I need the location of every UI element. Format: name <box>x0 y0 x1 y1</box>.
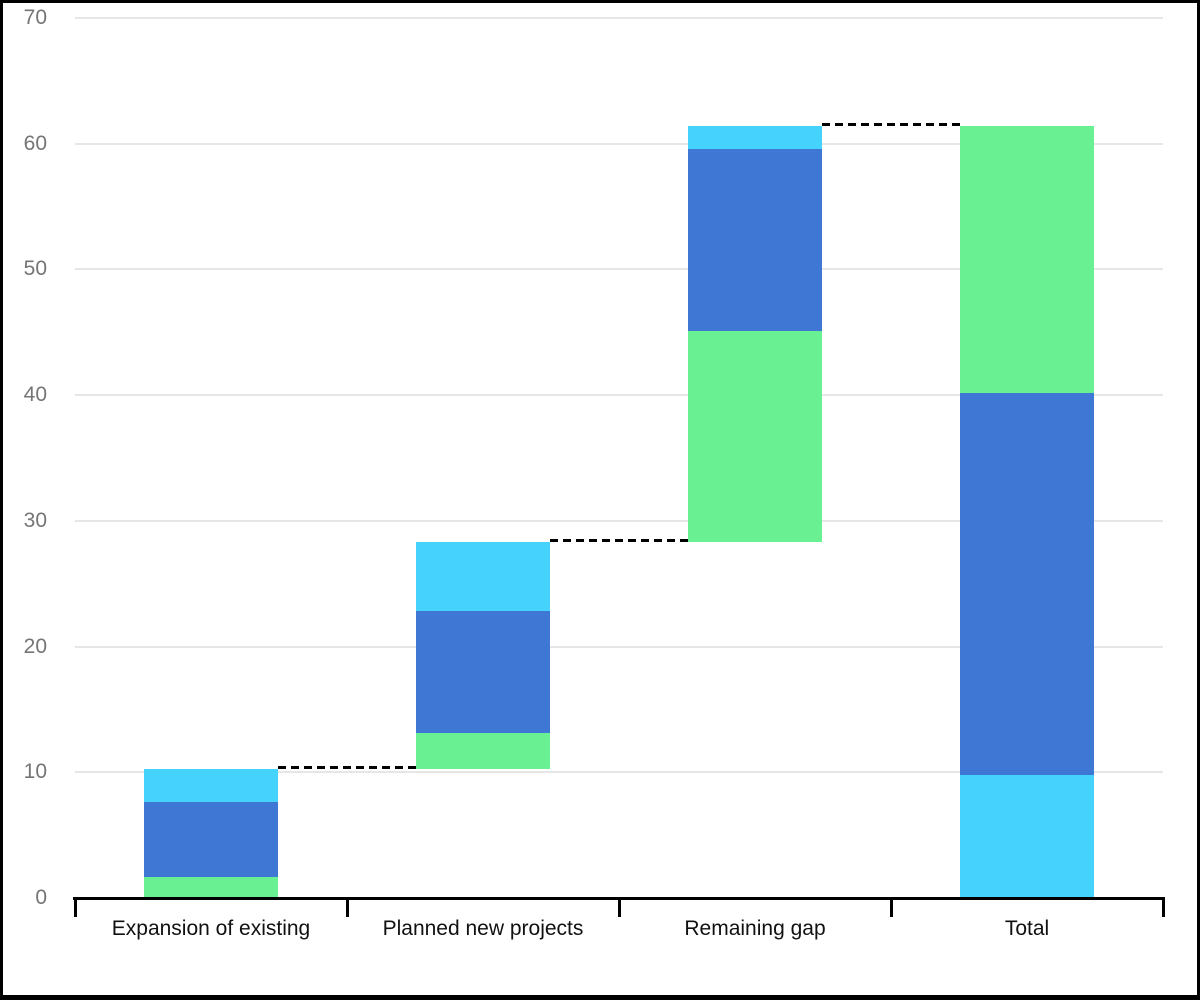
bar-0-segment-blue <box>144 802 278 877</box>
y-tick-label-50: 50 <box>23 257 47 281</box>
connector-1 <box>550 539 688 543</box>
x-axis-tick-3 <box>889 897 893 917</box>
y-tick-label-60: 60 <box>23 131 47 155</box>
connector-0 <box>278 765 416 769</box>
bar-1-segment-green <box>416 733 550 769</box>
x-tick-label-2: Remaining gap <box>684 917 826 940</box>
connector-2 <box>822 123 960 127</box>
connectors-layer <box>3 3 1197 995</box>
x-tick-label-3: Total <box>1004 917 1050 940</box>
y-tick-label-10: 10 <box>23 760 47 784</box>
y-tick-label-40: 40 <box>23 383 47 407</box>
gridline-60 <box>75 142 1163 145</box>
bar-2-segment-cyan <box>688 126 822 149</box>
x-axis-tick-1 <box>345 897 349 917</box>
gridline-70 <box>75 17 1163 19</box>
y-tick-label-20: 20 <box>23 634 47 658</box>
x-axis-tick-2 <box>617 897 621 917</box>
y-tick-label-0: 0 <box>35 886 47 909</box>
x-tick-label-1: Planned new projects <box>382 917 584 940</box>
x-axis-labels: Expansion of existing Planned new project… <box>3 3 1197 995</box>
x-axis-tick-4 <box>1161 897 1165 917</box>
bar-0-segment-cyan <box>144 768 278 803</box>
y-tick-label-30: 30 <box>23 508 47 532</box>
gridline-30 <box>75 519 1163 522</box>
bar-3-segment-green <box>960 126 1094 393</box>
gridline-50 <box>75 268 1163 271</box>
x-tick-label-0: Expansion of existing <box>111 917 311 940</box>
bar-3-segment-blue <box>960 392 1094 775</box>
y-tick-label-70: 70 <box>23 6 47 29</box>
bar-2-segment-green <box>688 331 822 543</box>
gridline-40 <box>75 394 1163 397</box>
gridlines-layer <box>3 3 1197 995</box>
bar-1-segment-blue <box>416 611 550 734</box>
bar-1-segment-cyan <box>416 542 550 612</box>
bar-0-segment-green <box>144 876 278 898</box>
bars-layer <box>3 3 1197 995</box>
gridline-20 <box>75 645 1163 648</box>
x-axis <box>3 3 1197 995</box>
bar-2-segment-blue <box>688 148 822 332</box>
bar-3-segment-cyan <box>960 774 1094 898</box>
gridline-10 <box>75 771 1163 774</box>
y-axis: 0 10 20 30 40 50 60 70 <box>3 3 1197 995</box>
x-axis-tick-0 <box>73 897 77 917</box>
